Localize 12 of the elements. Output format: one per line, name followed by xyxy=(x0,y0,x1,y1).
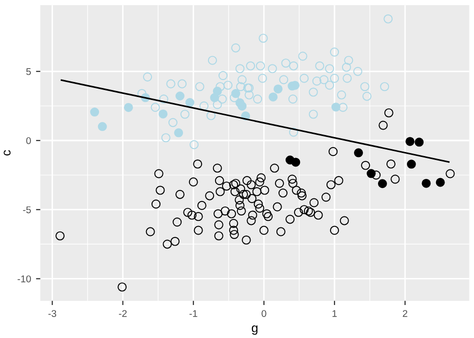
x-tick-label: -2 xyxy=(118,310,127,317)
y-tick-label: 0 xyxy=(26,137,31,144)
y-axis-title: c xyxy=(4,150,11,156)
x-tick-label: 2 xyxy=(402,310,408,317)
x-tick-label: -3 xyxy=(48,310,56,317)
x-tick-label: -1 xyxy=(190,310,198,317)
x-tick-label: 1 xyxy=(332,310,337,317)
y-tick-label: -5 xyxy=(23,206,31,214)
y-tick-label: -10 xyxy=(18,275,31,282)
y-tick-label: 5 xyxy=(26,68,31,76)
x-axis-title: g xyxy=(252,325,258,335)
x-tick-label: 0 xyxy=(262,310,266,317)
